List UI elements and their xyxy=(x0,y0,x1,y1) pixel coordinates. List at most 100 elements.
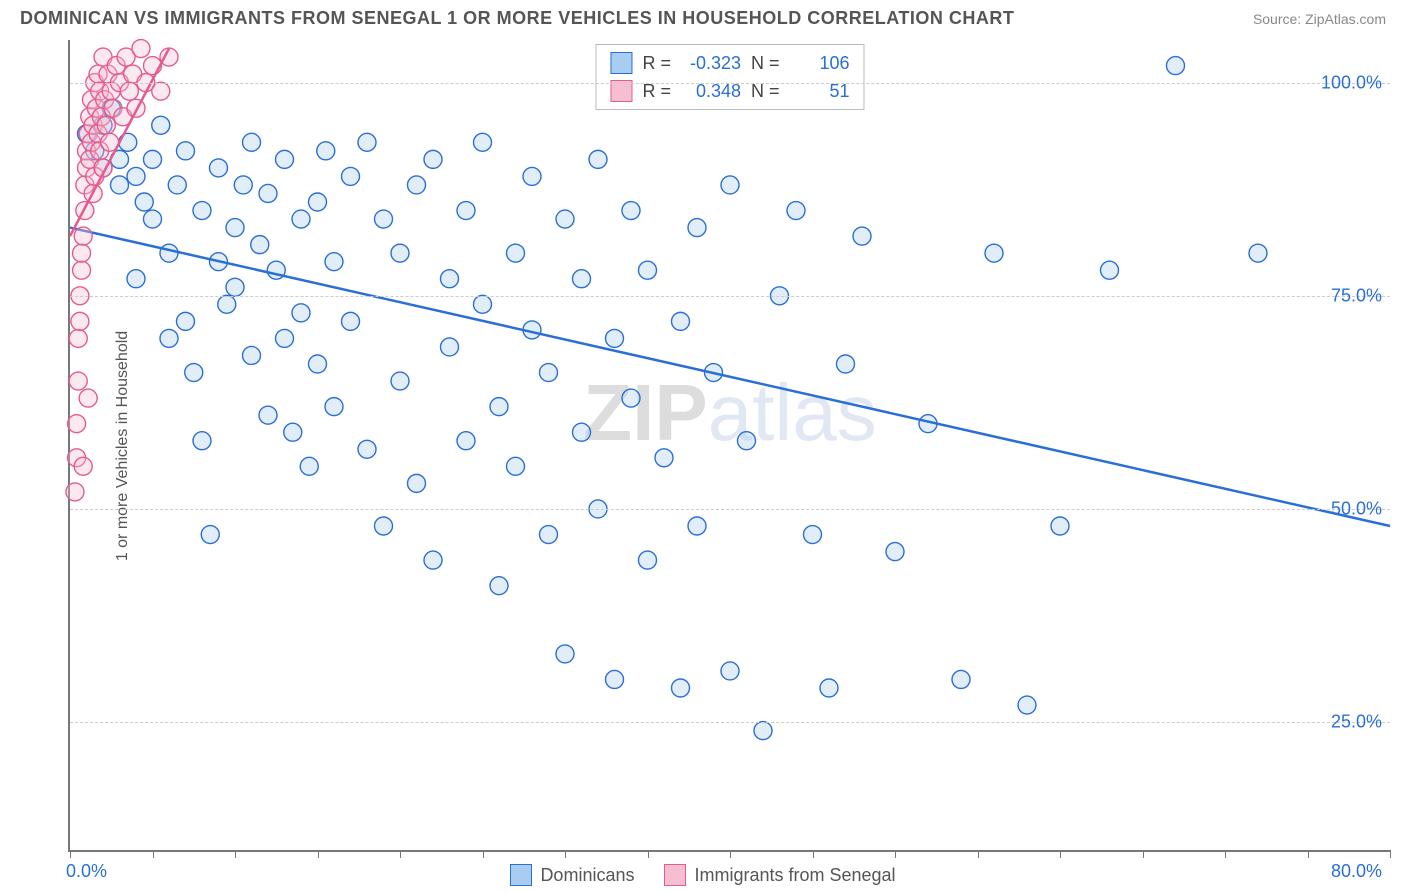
data-point xyxy=(152,82,170,100)
legend-label: Dominicans xyxy=(540,865,634,886)
data-point xyxy=(474,295,492,313)
data-point xyxy=(424,150,442,168)
x-tick xyxy=(895,850,896,858)
data-point xyxy=(622,389,640,407)
data-point xyxy=(1249,244,1267,262)
data-point xyxy=(317,142,335,160)
data-point xyxy=(193,432,211,450)
data-point xyxy=(135,193,153,211)
data-point xyxy=(408,474,426,492)
y-tick-label: 100.0% xyxy=(1321,72,1382,93)
data-point xyxy=(73,261,91,279)
scatter-svg xyxy=(70,40,1390,850)
data-point xyxy=(672,679,690,697)
legend-label: Immigrants from Senegal xyxy=(694,865,895,886)
data-point xyxy=(441,270,459,288)
data-point xyxy=(556,210,574,228)
y-tick-label: 25.0% xyxy=(1331,712,1382,733)
data-point xyxy=(391,372,409,390)
legend-item: Dominicans xyxy=(510,864,634,886)
x-tick xyxy=(813,850,814,858)
data-point xyxy=(234,176,252,194)
data-point xyxy=(74,457,92,475)
data-point xyxy=(1167,57,1185,75)
data-point xyxy=(218,295,236,313)
data-point xyxy=(292,304,310,322)
data-point xyxy=(655,449,673,467)
data-point xyxy=(68,415,86,433)
data-point xyxy=(193,202,211,220)
data-point xyxy=(474,133,492,151)
legend-swatch xyxy=(664,864,686,886)
data-point xyxy=(507,244,525,262)
data-point xyxy=(292,210,310,228)
data-point xyxy=(185,364,203,382)
x-tick xyxy=(978,850,979,858)
data-point xyxy=(804,526,822,544)
gridline xyxy=(70,509,1390,510)
data-point xyxy=(688,517,706,535)
data-point xyxy=(342,312,360,330)
data-point xyxy=(820,679,838,697)
x-tick xyxy=(1390,850,1391,858)
data-point xyxy=(1018,696,1036,714)
x-tick xyxy=(70,850,71,858)
data-point xyxy=(201,526,219,544)
data-point xyxy=(837,355,855,373)
x-tick xyxy=(400,850,401,858)
data-point xyxy=(457,432,475,450)
chart-title: DOMINICAN VS IMMIGRANTS FROM SENEGAL 1 O… xyxy=(20,8,1014,29)
x-tick xyxy=(1308,850,1309,858)
data-point xyxy=(144,210,162,228)
r-value: -0.323 xyxy=(681,53,741,74)
data-point xyxy=(69,372,87,390)
data-point xyxy=(132,40,150,58)
data-point xyxy=(639,261,657,279)
data-point xyxy=(79,389,97,407)
data-point xyxy=(738,432,756,450)
data-point xyxy=(226,278,244,296)
stats-row: R =0.348N =51 xyxy=(610,77,849,105)
data-point xyxy=(375,517,393,535)
data-point xyxy=(325,398,343,416)
data-point xyxy=(952,670,970,688)
bottom-legend: Dominicans Immigrants from Senegal xyxy=(0,864,1406,886)
data-point xyxy=(787,202,805,220)
data-point xyxy=(853,227,871,245)
x-tick xyxy=(235,850,236,858)
x-tick xyxy=(1143,850,1144,858)
chart-source: Source: ZipAtlas.com xyxy=(1253,11,1386,27)
data-point xyxy=(168,176,186,194)
data-point xyxy=(375,210,393,228)
data-point xyxy=(243,133,261,151)
data-point xyxy=(300,457,318,475)
data-point xyxy=(284,423,302,441)
data-point xyxy=(573,270,591,288)
data-point xyxy=(457,202,475,220)
data-point xyxy=(177,312,195,330)
n-label: N = xyxy=(751,53,780,74)
gridline xyxy=(70,296,1390,297)
data-point xyxy=(556,645,574,663)
data-point xyxy=(886,543,904,561)
data-point xyxy=(540,526,558,544)
data-point xyxy=(127,99,145,117)
data-point xyxy=(589,150,607,168)
data-point xyxy=(391,244,409,262)
data-point xyxy=(490,398,508,416)
data-point xyxy=(573,423,591,441)
data-point xyxy=(226,219,244,237)
data-point xyxy=(424,551,442,569)
n-label: N = xyxy=(751,81,780,102)
data-point xyxy=(754,722,772,740)
data-point xyxy=(74,227,92,245)
data-point xyxy=(507,457,525,475)
data-point xyxy=(1051,517,1069,535)
legend-swatch xyxy=(510,864,532,886)
data-point xyxy=(1101,261,1119,279)
n-value: 106 xyxy=(790,53,850,74)
data-point xyxy=(688,219,706,237)
y-tick-label: 75.0% xyxy=(1331,285,1382,306)
x-tick xyxy=(483,850,484,858)
data-point xyxy=(69,329,87,347)
